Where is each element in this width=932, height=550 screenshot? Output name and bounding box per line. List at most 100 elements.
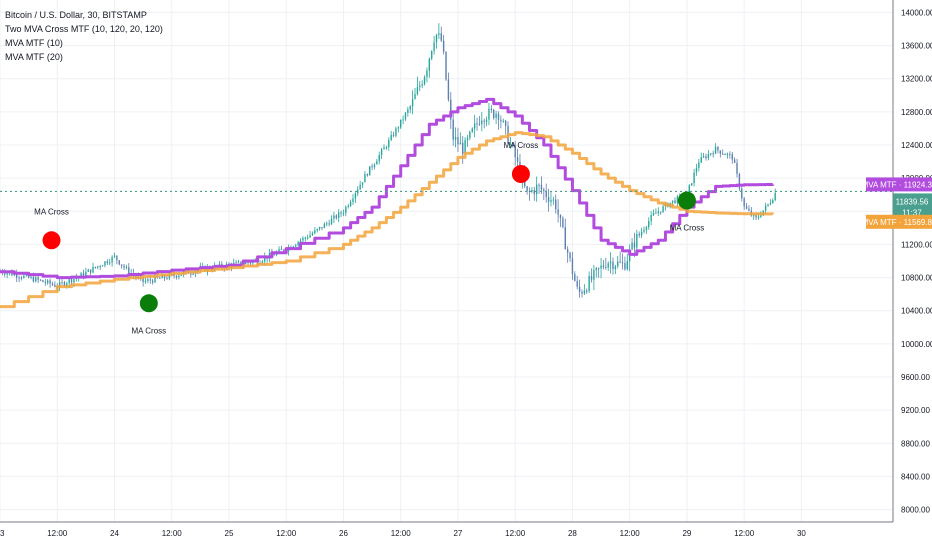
candle-body bbox=[650, 214, 652, 222]
legend-indicator-mva10: MVA MTF (10) bbox=[5, 38, 63, 48]
candle-body bbox=[357, 189, 359, 194]
candle-body bbox=[314, 230, 316, 234]
candle-body bbox=[719, 150, 722, 154]
candle-body bbox=[316, 228, 318, 231]
candle-body bbox=[609, 261, 612, 264]
candle-body bbox=[478, 123, 481, 125]
candle-body bbox=[42, 280, 44, 283]
ma-cross-label: MA Cross bbox=[670, 224, 705, 233]
candle-body bbox=[495, 113, 497, 118]
current-price-text: 11839.56 bbox=[896, 197, 929, 206]
candle-body bbox=[299, 240, 302, 243]
candle-body bbox=[15, 274, 18, 278]
candle-body bbox=[514, 145, 516, 158]
candle-body bbox=[80, 273, 82, 277]
candle-body bbox=[597, 268, 600, 270]
candle-body bbox=[633, 242, 636, 248]
candle-body bbox=[147, 279, 149, 281]
candle-body bbox=[612, 261, 614, 270]
candle-body bbox=[552, 199, 555, 201]
candle-body bbox=[364, 174, 366, 183]
candle-body bbox=[407, 109, 409, 113]
candle-body bbox=[454, 137, 457, 140]
candle-body bbox=[717, 146, 719, 151]
candle-body bbox=[283, 249, 285, 252]
candle-body bbox=[135, 275, 137, 278]
candle-body bbox=[390, 135, 392, 141]
bullish-cross-marker[interactable] bbox=[677, 191, 696, 210]
candle-body bbox=[178, 275, 180, 278]
candle-body bbox=[311, 233, 314, 235]
candle-body bbox=[428, 58, 431, 71]
candle-body bbox=[63, 282, 66, 286]
candle-body bbox=[676, 196, 679, 204]
candle-body bbox=[600, 265, 602, 269]
candle-body bbox=[729, 153, 731, 155]
candle-body bbox=[724, 154, 726, 156]
candle-body bbox=[626, 261, 628, 270]
candle-body bbox=[440, 33, 442, 41]
candle-body bbox=[89, 269, 92, 273]
candle-body bbox=[159, 277, 161, 279]
candle-body bbox=[543, 189, 545, 192]
candle-body bbox=[593, 270, 595, 280]
y-tick-label: 13600.00 bbox=[901, 42, 932, 51]
candle-body bbox=[421, 84, 423, 86]
candle-body bbox=[586, 290, 588, 292]
candle-body bbox=[576, 281, 578, 287]
candle-body bbox=[481, 120, 483, 125]
candle-body bbox=[30, 276, 32, 278]
candle-body bbox=[733, 159, 736, 163]
candle-body bbox=[68, 279, 70, 284]
candle-body bbox=[695, 167, 698, 173]
candle-body bbox=[92, 266, 94, 273]
candle-body bbox=[6, 273, 8, 275]
candle-body bbox=[120, 264, 123, 266]
x-tick-label: 27 bbox=[453, 529, 462, 538]
candle-body bbox=[590, 276, 593, 280]
candle-body bbox=[547, 197, 550, 202]
y-tick-label: 12400.00 bbox=[901, 141, 932, 150]
candle-body bbox=[392, 135, 395, 137]
candle-body bbox=[648, 221, 650, 228]
candle-body bbox=[58, 282, 61, 288]
candle-body bbox=[397, 127, 400, 129]
mva20-price-text: MVA MTF · 11569.89 bbox=[862, 218, 932, 227]
candle-body bbox=[337, 212, 340, 219]
candle-body bbox=[497, 113, 500, 120]
candle-body bbox=[113, 255, 116, 257]
candle-body bbox=[101, 265, 104, 267]
y-tick-label: 8000.00 bbox=[901, 506, 930, 515]
candle-body bbox=[476, 123, 478, 125]
y-tick-label: 12800.00 bbox=[901, 108, 932, 117]
candle-body bbox=[61, 282, 63, 284]
mva10-price-text: MVA MTF · 11924.37 bbox=[862, 180, 932, 189]
candle-body bbox=[54, 284, 56, 287]
candle-body bbox=[23, 275, 25, 278]
bearish-cross-marker[interactable] bbox=[511, 165, 530, 183]
candle-body bbox=[693, 172, 695, 184]
candle-body bbox=[404, 112, 407, 120]
candle-body bbox=[4, 273, 6, 275]
candle-body bbox=[244, 262, 247, 264]
candle-body bbox=[166, 278, 168, 280]
candle-body bbox=[409, 106, 411, 110]
candle-body bbox=[462, 142, 464, 154]
candle-body bbox=[578, 286, 581, 293]
candle-body bbox=[445, 51, 447, 80]
candle-body bbox=[104, 261, 106, 266]
candle-body bbox=[557, 209, 559, 215]
candle-body bbox=[748, 208, 750, 211]
y-tick-label: 10000.00 bbox=[901, 340, 932, 349]
bullish-cross-marker[interactable] bbox=[139, 294, 158, 313]
candle-body bbox=[376, 161, 378, 165]
x-tick-label: 12:00 bbox=[734, 529, 755, 538]
candle-body bbox=[473, 123, 476, 129]
candle-body bbox=[538, 184, 540, 186]
candle-body bbox=[485, 119, 488, 122]
bearish-cross-marker[interactable] bbox=[42, 231, 61, 250]
candle-body bbox=[278, 249, 280, 252]
candle-body bbox=[583, 290, 586, 294]
